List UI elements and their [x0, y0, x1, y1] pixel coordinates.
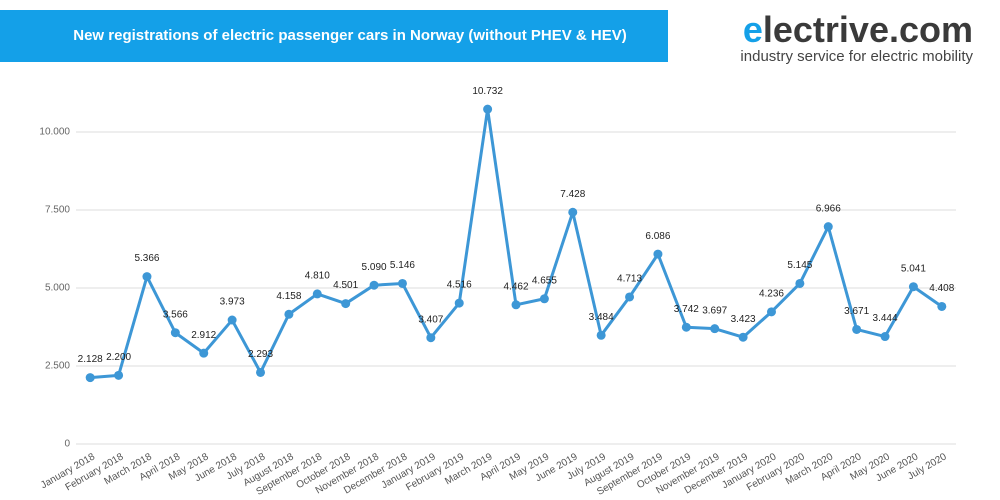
logo-initial: e — [743, 9, 763, 50]
data-label: 7.428 — [560, 189, 585, 200]
data-point — [170, 328, 180, 338]
data-point — [369, 280, 379, 290]
data-label: 3.407 — [418, 314, 443, 325]
data-label: 2.912 — [191, 330, 216, 341]
data-point — [511, 300, 521, 310]
data-point — [341, 299, 351, 309]
data-point — [653, 249, 663, 259]
data-point — [284, 309, 294, 319]
data-label: 5.145 — [787, 260, 812, 271]
data-label: 2.128 — [78, 354, 103, 365]
data-label: 4.810 — [305, 271, 330, 282]
data-label: 3.566 — [163, 309, 188, 320]
data-point — [766, 307, 776, 317]
data-point — [795, 278, 805, 288]
data-label: 3.423 — [731, 314, 756, 325]
data-point — [426, 333, 436, 343]
data-label: 4.516 — [447, 280, 472, 291]
data-point — [710, 324, 720, 334]
data-point — [823, 222, 833, 232]
data-label: 4.713 — [617, 274, 642, 285]
logo-rest: lectrive.com — [763, 9, 973, 50]
data-label: 3.444 — [873, 313, 898, 324]
data-label: 3.697 — [702, 305, 727, 316]
data-label: 4.501 — [333, 280, 358, 291]
y-tick-label: 10.000 — [39, 127, 70, 138]
data-point — [596, 330, 606, 340]
data-point — [142, 272, 152, 282]
data-point — [256, 367, 266, 377]
data-point — [85, 373, 95, 383]
data-label: 4.408 — [929, 283, 954, 294]
data-label: 4.158 — [276, 291, 301, 302]
data-point — [852, 324, 862, 334]
logo-tagline: industry service for electric mobility — [740, 48, 973, 65]
data-point — [227, 315, 237, 325]
data-point — [312, 289, 322, 299]
title-banner — [0, 10, 668, 62]
data-label: 2.200 — [106, 352, 131, 363]
data-point — [568, 207, 578, 217]
data-point — [937, 301, 947, 311]
data-label: 5.366 — [134, 253, 159, 264]
data-label: 3.484 — [589, 312, 614, 323]
y-tick-label: 2.500 — [45, 361, 70, 372]
data-point — [454, 298, 464, 308]
logo: electrive.com — [743, 9, 973, 50]
data-label: 3.742 — [674, 304, 699, 315]
data-point — [483, 104, 493, 114]
data-point — [681, 322, 691, 332]
data-label: 3.671 — [844, 306, 869, 317]
data-line — [90, 107, 943, 380]
y-tick-label: 0 — [64, 439, 70, 450]
data-point — [625, 292, 635, 302]
data-point — [908, 282, 918, 292]
data-label: 5.041 — [901, 263, 926, 274]
data-point — [539, 294, 549, 304]
data-label: 4.462 — [503, 281, 528, 292]
data-label: 5.146 — [390, 260, 415, 271]
data-point — [397, 278, 407, 288]
data-label: 5.090 — [362, 262, 387, 273]
y-tick-label: 5.000 — [45, 283, 70, 294]
chart-title: New registrations of electric passenger … — [73, 27, 626, 44]
data-label: 6.086 — [645, 231, 670, 242]
data-point — [199, 348, 209, 358]
y-tick-label: 7.500 — [45, 205, 70, 216]
data-label: 6.966 — [816, 203, 841, 214]
data-label: 4.236 — [759, 288, 784, 299]
data-label: 10.732 — [472, 86, 503, 97]
data-point — [738, 332, 748, 342]
data-label: 4.655 — [532, 275, 557, 286]
data-label: 2.293 — [248, 349, 273, 360]
data-point — [880, 332, 890, 342]
data-label: 3.973 — [220, 297, 245, 308]
data-point — [114, 370, 124, 380]
